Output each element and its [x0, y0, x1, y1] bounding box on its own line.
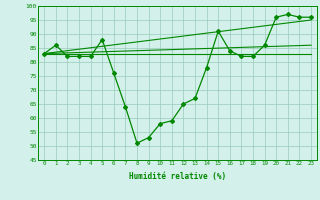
X-axis label: Humidité relative (%): Humidité relative (%) [129, 172, 226, 181]
